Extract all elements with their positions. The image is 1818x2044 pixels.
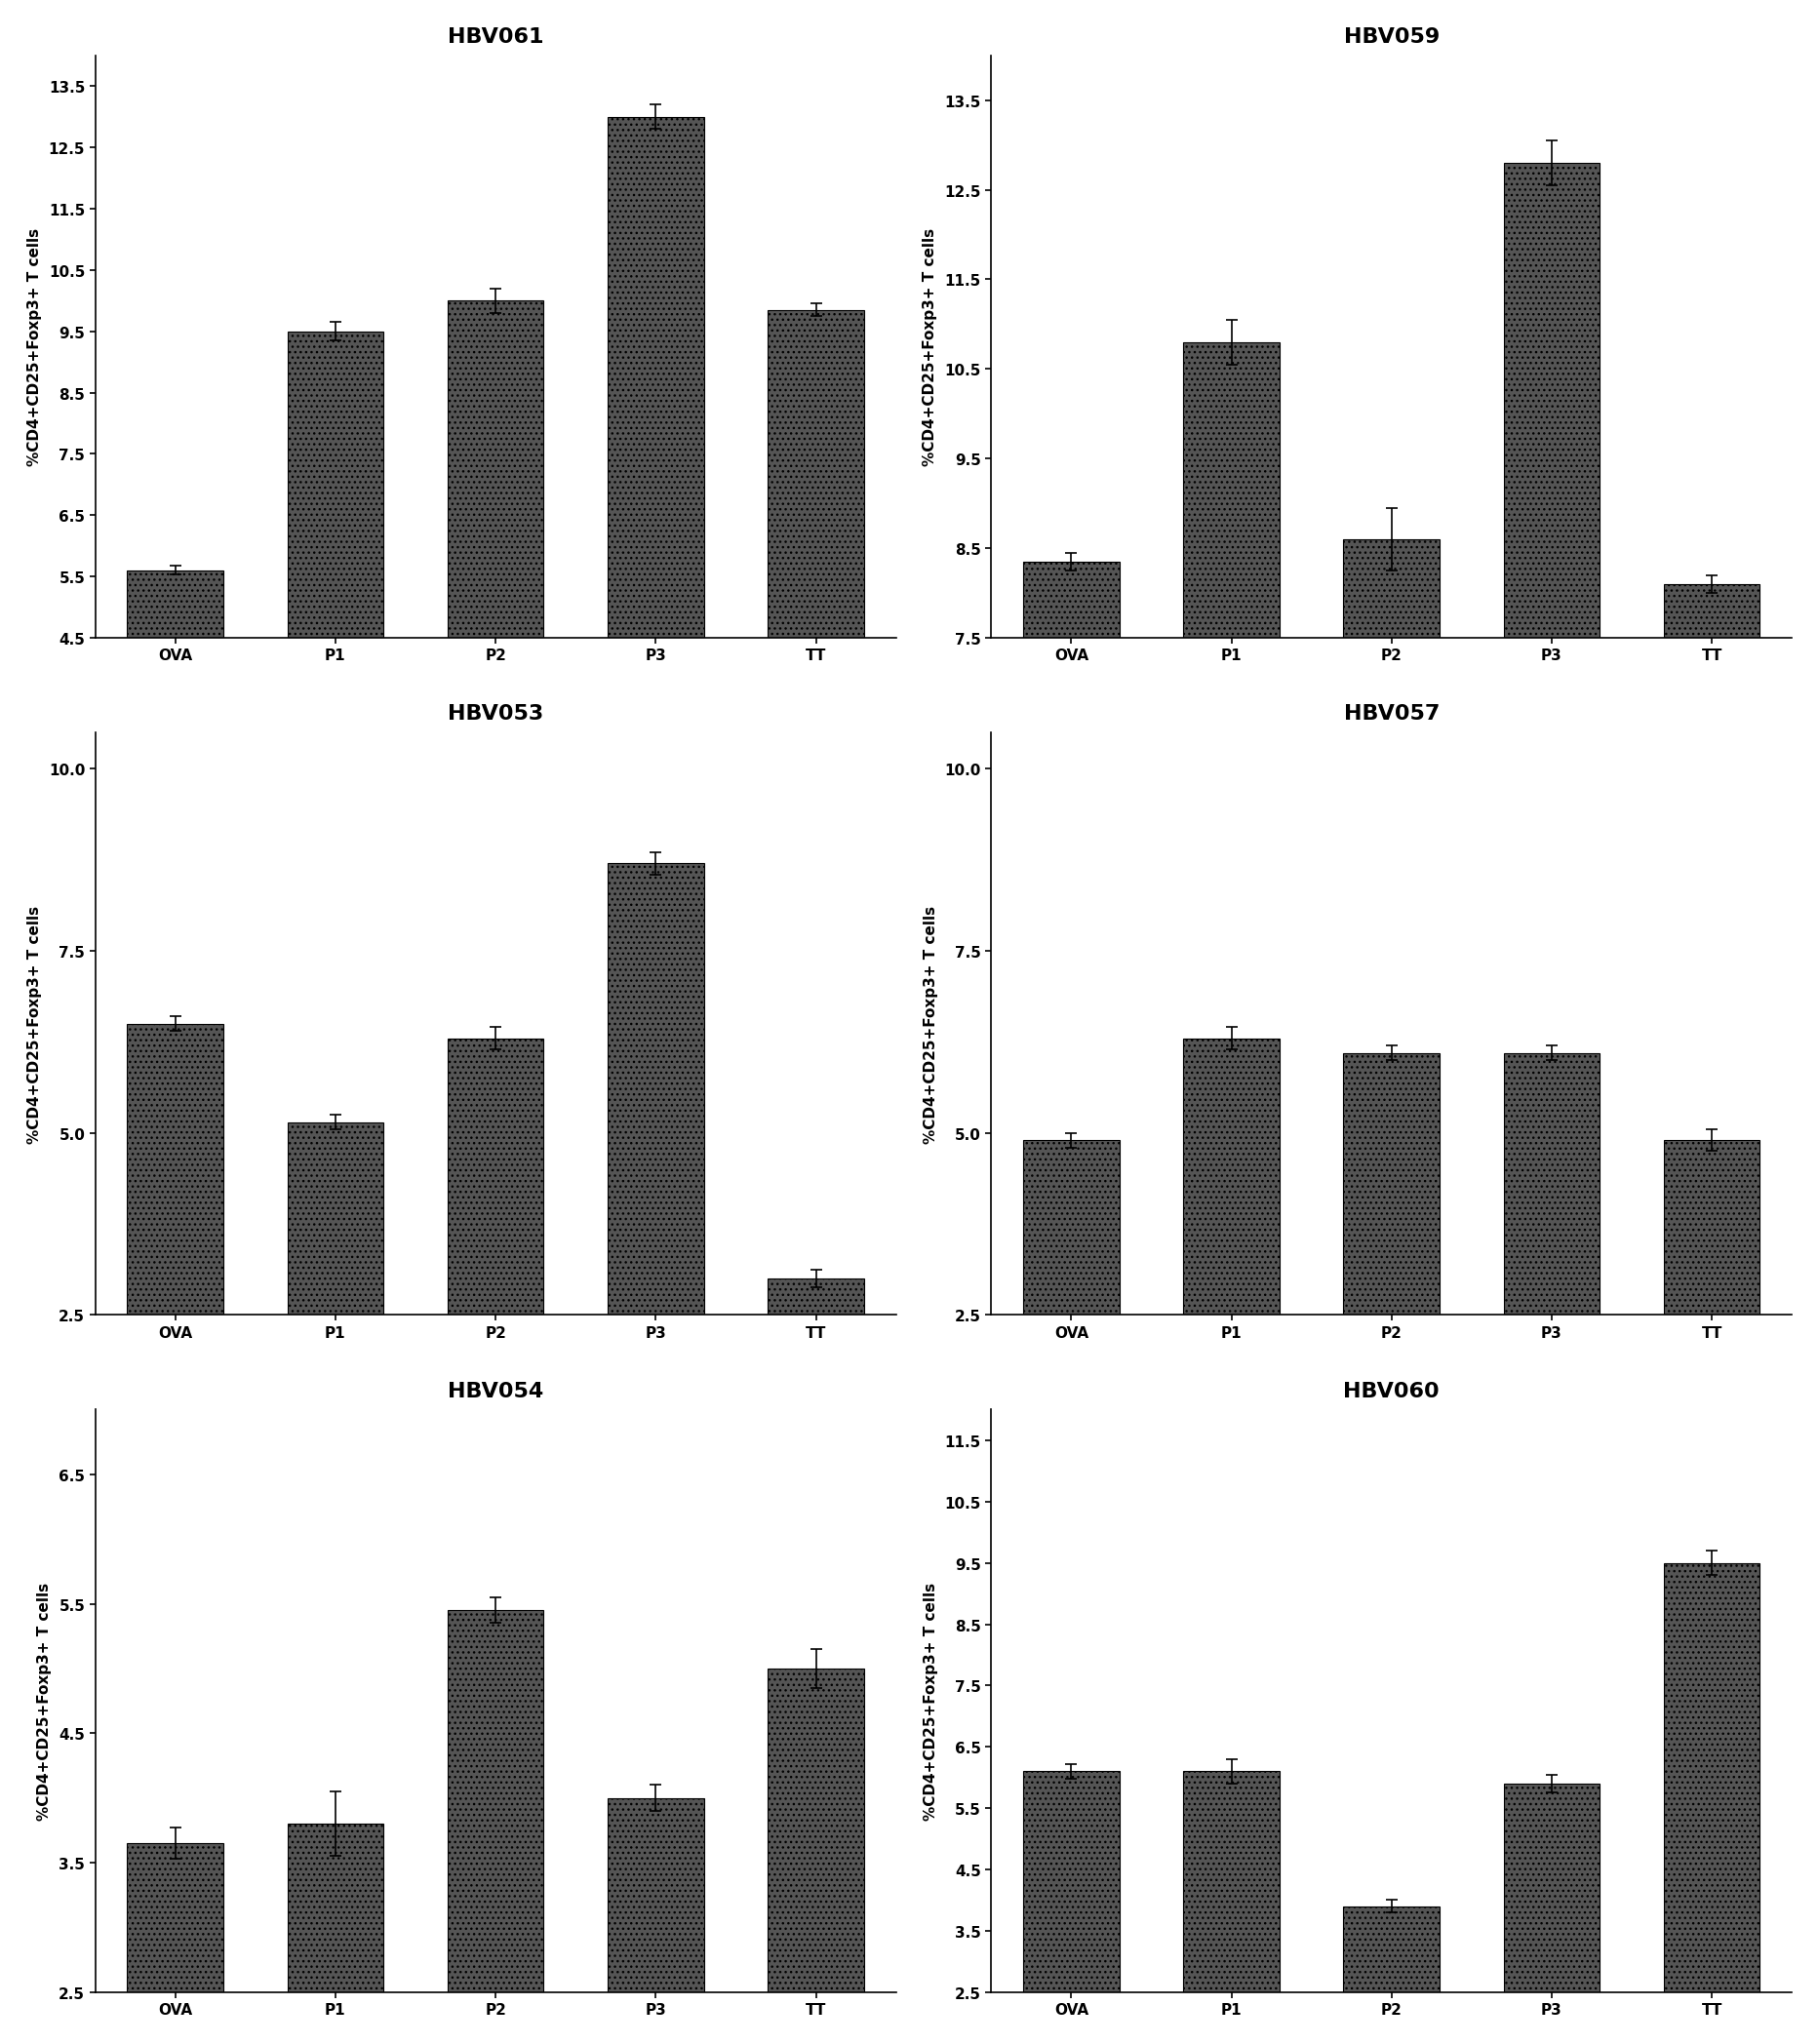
Title: HBV054: HBV054 bbox=[447, 1380, 544, 1400]
Bar bbox=[1663, 585, 1758, 638]
Bar bbox=[287, 331, 384, 638]
Y-axis label: %CD4+CD25+Foxp3+ T cells: %CD4+CD25+Foxp3+ T cells bbox=[924, 1582, 938, 1819]
Bar bbox=[1184, 343, 1278, 638]
Bar bbox=[447, 1038, 544, 1316]
Title: HBV060: HBV060 bbox=[1344, 1380, 1438, 1400]
Bar bbox=[1344, 1907, 1438, 1993]
Bar bbox=[1344, 1053, 1438, 1316]
Bar bbox=[127, 1844, 224, 1993]
Bar bbox=[1184, 1038, 1278, 1316]
Title: HBV053: HBV053 bbox=[447, 703, 544, 724]
Bar bbox=[287, 1823, 384, 1993]
Bar bbox=[1344, 540, 1438, 638]
Bar bbox=[287, 1122, 384, 1316]
Bar bbox=[767, 311, 864, 638]
Y-axis label: %CD4+CD25+Foxp3+ T cells: %CD4+CD25+Foxp3+ T cells bbox=[27, 229, 42, 466]
Title: HBV061: HBV061 bbox=[447, 27, 544, 47]
Bar bbox=[1503, 1784, 1598, 1993]
Bar bbox=[127, 570, 224, 638]
Bar bbox=[127, 1024, 224, 1316]
Y-axis label: %CD4+CD25+Foxp3+ T cells: %CD4+CD25+Foxp3+ T cells bbox=[924, 905, 938, 1143]
Y-axis label: %CD4+CD25+Foxp3+ T cells: %CD4+CD25+Foxp3+ T cells bbox=[922, 229, 936, 466]
Bar bbox=[447, 1611, 544, 1993]
Bar bbox=[767, 1280, 864, 1316]
Y-axis label: %CD4+CD25+Foxp3+ T cells: %CD4+CD25+Foxp3+ T cells bbox=[27, 905, 42, 1143]
Bar bbox=[1024, 562, 1118, 638]
Bar bbox=[1503, 1053, 1598, 1316]
Bar bbox=[1024, 1772, 1118, 1993]
Bar bbox=[767, 1668, 864, 1993]
Bar bbox=[447, 300, 544, 638]
Title: HBV057: HBV057 bbox=[1344, 703, 1438, 724]
Bar bbox=[607, 117, 704, 638]
Bar bbox=[1663, 1564, 1758, 1993]
Bar bbox=[607, 1799, 704, 1993]
Bar bbox=[1024, 1141, 1118, 1316]
Bar bbox=[1184, 1772, 1278, 1993]
Title: HBV059: HBV059 bbox=[1344, 27, 1438, 47]
Bar bbox=[1503, 164, 1598, 638]
Bar bbox=[1663, 1141, 1758, 1316]
Bar bbox=[607, 865, 704, 1316]
Y-axis label: %CD4+CD25+Foxp3+ T cells: %CD4+CD25+Foxp3+ T cells bbox=[38, 1582, 53, 1819]
